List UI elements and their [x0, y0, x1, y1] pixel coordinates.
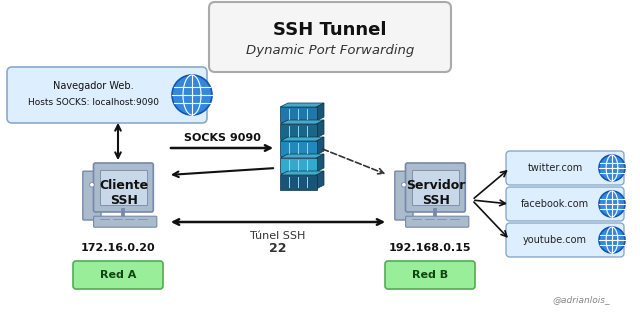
- FancyBboxPatch shape: [412, 170, 459, 205]
- Text: Red A: Red A: [100, 270, 136, 280]
- Text: @adrianlois_: @adrianlois_: [552, 296, 610, 305]
- Text: Dynamic Port Forwarding: Dynamic Port Forwarding: [246, 43, 414, 56]
- Circle shape: [90, 183, 94, 187]
- FancyBboxPatch shape: [280, 175, 317, 190]
- FancyBboxPatch shape: [93, 216, 157, 227]
- Circle shape: [599, 227, 625, 253]
- FancyBboxPatch shape: [93, 163, 154, 212]
- Circle shape: [402, 183, 406, 187]
- Polygon shape: [316, 154, 324, 172]
- Polygon shape: [316, 103, 324, 121]
- Polygon shape: [280, 137, 324, 141]
- Circle shape: [599, 155, 625, 181]
- FancyBboxPatch shape: [280, 107, 317, 121]
- FancyBboxPatch shape: [280, 157, 317, 173]
- Text: Servidor
SSH: Servidor SSH: [406, 179, 466, 207]
- Text: 192.168.0.15: 192.168.0.15: [388, 243, 471, 253]
- FancyBboxPatch shape: [280, 140, 317, 156]
- Circle shape: [599, 191, 625, 217]
- Text: Cliente
SSH: Cliente SSH: [99, 179, 148, 207]
- FancyBboxPatch shape: [73, 261, 163, 289]
- Polygon shape: [280, 171, 324, 175]
- FancyBboxPatch shape: [406, 163, 465, 212]
- FancyBboxPatch shape: [385, 261, 475, 289]
- FancyBboxPatch shape: [280, 124, 317, 138]
- FancyBboxPatch shape: [7, 67, 207, 123]
- Text: Hosts SOCKS: localhost:9090: Hosts SOCKS: localhost:9090: [28, 98, 159, 107]
- Polygon shape: [280, 103, 324, 107]
- Polygon shape: [316, 137, 324, 155]
- Polygon shape: [280, 120, 324, 124]
- Polygon shape: [280, 154, 324, 158]
- FancyBboxPatch shape: [506, 151, 624, 185]
- Text: facebook.com: facebook.com: [521, 199, 589, 209]
- FancyBboxPatch shape: [506, 223, 624, 257]
- Text: Red B: Red B: [412, 270, 448, 280]
- Text: SSH Tunnel: SSH Tunnel: [273, 21, 387, 39]
- FancyBboxPatch shape: [506, 187, 624, 221]
- Text: Navegador Web.: Navegador Web.: [52, 81, 133, 91]
- Text: Túnel SSH: Túnel SSH: [250, 231, 306, 241]
- FancyBboxPatch shape: [100, 170, 147, 205]
- Text: youtube.com: youtube.com: [523, 235, 587, 245]
- FancyBboxPatch shape: [83, 171, 101, 220]
- Polygon shape: [316, 120, 324, 138]
- FancyBboxPatch shape: [406, 216, 468, 227]
- FancyBboxPatch shape: [209, 2, 451, 72]
- Polygon shape: [316, 171, 324, 189]
- Circle shape: [172, 75, 212, 115]
- FancyBboxPatch shape: [395, 171, 413, 220]
- Text: SOCKS 9090: SOCKS 9090: [184, 133, 260, 143]
- Text: twitter.com: twitter.com: [527, 163, 582, 173]
- Text: 22: 22: [269, 242, 287, 254]
- Text: 172.16.0.20: 172.16.0.20: [81, 243, 156, 253]
